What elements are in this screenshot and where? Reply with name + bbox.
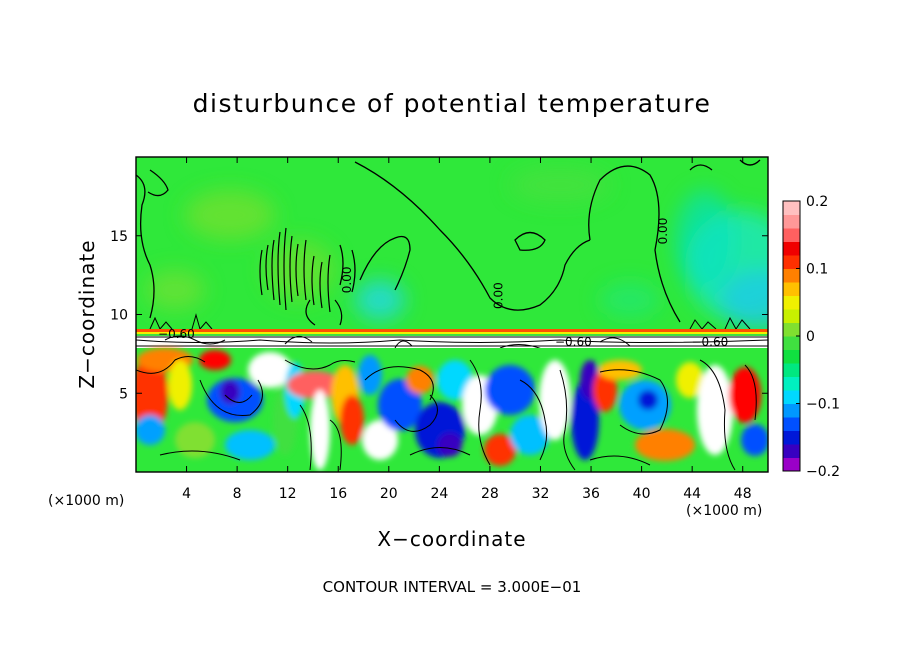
- x-tick-label: 44: [683, 486, 701, 502]
- colorbar-swatch: [783, 322, 800, 337]
- contour-label: −0.60: [555, 335, 592, 349]
- colorbar-swatch: [783, 228, 800, 242]
- contour-label: −0.60: [691, 335, 728, 349]
- colorbar-swatch: [783, 336, 800, 350]
- colorbar-swatch: [783, 268, 800, 283]
- x-tick-label: 36: [582, 486, 600, 502]
- transition-layer: [136, 329, 768, 351]
- contour-label: 0.00: [492, 282, 506, 309]
- colorbar-swatch: [783, 403, 800, 418]
- x-tick-label: 12: [279, 486, 297, 502]
- colorbar-swatch: [783, 241, 800, 256]
- x-axis: 4 8 12 16 20 24 28 32 36 40 44 48: [182, 157, 752, 502]
- y-axis-label: Z−coordinate: [75, 239, 99, 388]
- chart-title: disturbunce of potential temperature: [193, 89, 712, 118]
- x-tick-label: 24: [430, 486, 448, 502]
- colorbar-swatch: [783, 349, 800, 364]
- x-tick-label: 48: [734, 486, 752, 502]
- upper-field: [136, 157, 768, 331]
- colorbar-swatch: [783, 363, 800, 377]
- colorbar-swatch: [783, 309, 800, 323]
- colorbar-swatch: [783, 444, 800, 458]
- colorbar-tick-label: 0.2: [806, 194, 828, 210]
- colorbar-swatch: [783, 282, 800, 296]
- x-axis-unit-left: (×1000 m): [48, 493, 124, 509]
- colorbar-swatch: [783, 255, 800, 269]
- y-tick-label: 5: [119, 386, 128, 402]
- contour-label: −0.60: [158, 327, 195, 341]
- colorbar-tick-label: −0.1: [806, 397, 840, 413]
- contour-interval-note: CONTOUR INTERVAL = 3.000E−01: [323, 578, 582, 596]
- y-axis: 5 10 15: [110, 229, 768, 402]
- colorbar-tick-label: −0.2: [806, 464, 840, 480]
- colorbar-swatch: [783, 430, 800, 445]
- x-tick-label: 16: [329, 486, 347, 502]
- colorbar-swatch: [783, 295, 800, 310]
- colorbar-tick-label: 0: [806, 329, 815, 345]
- x-tick-label: 4: [182, 486, 191, 502]
- lower-field: [136, 348, 768, 472]
- x-axis-unit-right: (×1000 m): [686, 503, 762, 519]
- x-tick-label: 32: [532, 486, 550, 502]
- colorbar-swatch: [783, 390, 800, 404]
- colorbar-swatch: [783, 417, 800, 431]
- x-tick-label: 28: [481, 486, 499, 502]
- x-tick-label: 20: [380, 486, 398, 502]
- plot-area: [136, 157, 768, 472]
- x-axis-label: X−coordinate: [377, 527, 526, 551]
- colorbar-swatch: [783, 214, 800, 229]
- x-tick-label: 40: [633, 486, 651, 502]
- colorbar: 0.2 0.1 0 −0.1 −0.2: [782, 194, 840, 480]
- colorbar-swatch: [783, 457, 800, 472]
- colorbar-swatch: [783, 376, 800, 391]
- colorbar-tick-label: 0.1: [806, 262, 828, 278]
- colorbar-swatch: [783, 201, 800, 215]
- contour-labels: 0.00 0.00 0.00 −0.60 −0.60 −0.60: [158, 218, 728, 349]
- y-tick-label: 10: [110, 308, 128, 324]
- x-tick-label: 8: [233, 486, 242, 502]
- contour-label: 0.00: [340, 266, 354, 293]
- y-tick-label: 15: [110, 229, 128, 245]
- contour-label: 0.00: [656, 218, 670, 245]
